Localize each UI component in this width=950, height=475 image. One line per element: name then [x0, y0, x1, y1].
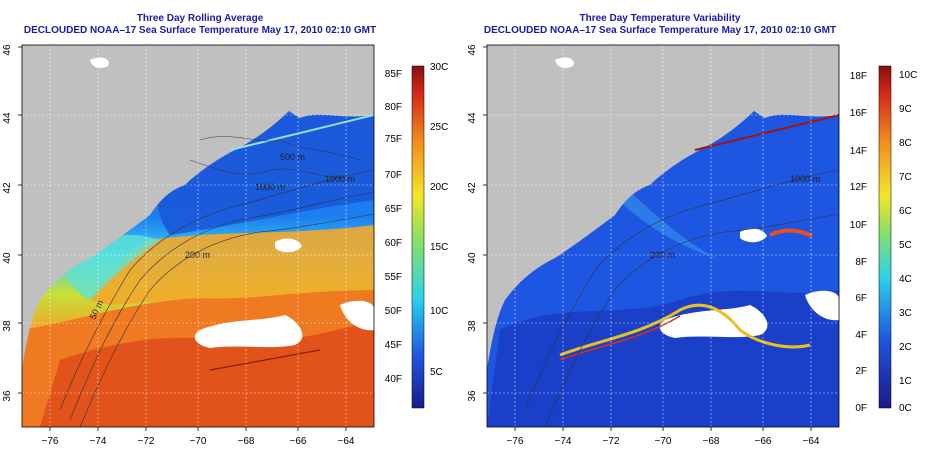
contour-label: 1000 m: [790, 174, 820, 184]
colorbar-c-label: 25C: [430, 122, 448, 133]
colorbar-f-label: 45F: [385, 340, 402, 351]
sst-colorbar: 85F 80F 75F 70F 65F 60F 55F 50F 45F 40F …: [385, 62, 448, 409]
colorbar-f-label: 75F: [385, 134, 402, 145]
colorbar-f-label: 65F: [385, 204, 402, 215]
colorbar-f-label: 50F: [385, 306, 402, 317]
colorbar-c-label: 6C: [899, 206, 912, 217]
lon-tick: −64: [338, 436, 355, 447]
colorbar-f-label: 70F: [385, 170, 402, 181]
colorbar-c-label: 2C: [899, 342, 912, 353]
colorbar-c-label: 20C: [430, 182, 448, 193]
colorbar-c-label: 30C: [430, 62, 448, 73]
colorbar-c-label: 1C: [899, 376, 912, 387]
left-panel-subtitle: DECLOUDED NOAA–17 Sea Surface Temperatur…: [23, 25, 377, 36]
lon-tick: −64: [803, 436, 820, 447]
lon-tick: −74: [90, 436, 107, 447]
lat-tick: 42: [2, 182, 13, 194]
lat-tick: 46: [2, 44, 13, 56]
contour-label: 200 m: [650, 250, 675, 260]
colorbar-c-label: 3C: [899, 308, 912, 319]
lon-tick: −66: [755, 436, 772, 447]
colorbar-c-label: 4C: [899, 274, 912, 285]
colorbar-c-label: 5C: [899, 240, 912, 251]
colorbar-f-label: 55F: [385, 272, 402, 283]
lat-tick: 44: [467, 112, 478, 124]
lat-tick: 44: [2, 112, 13, 124]
colorbar-f-label: 18F: [850, 71, 867, 82]
colorbar-f-label: 80F: [385, 102, 402, 113]
lat-tick: 36: [2, 390, 13, 402]
lon-tick: −74: [555, 436, 572, 447]
lon-tick: −68: [238, 436, 255, 447]
lon-tick: −70: [655, 436, 672, 447]
lon-tick: −66: [290, 436, 307, 447]
lat-tick: 46: [467, 44, 478, 56]
right-panel-title: Three Day Temperature Variability: [579, 13, 741, 24]
colorbar-f-label: 0F: [855, 403, 867, 414]
colorbar-f-label: 2F: [855, 366, 867, 377]
lat-tick: 42: [467, 182, 478, 194]
lon-tick: −76: [507, 436, 524, 447]
lon-tick: −76: [42, 436, 59, 447]
variability-colorbar: 18F 16F 14F 12F 10F 8F 6F 4F 2F 0F 10C 9…: [850, 65, 917, 414]
lat-tick: 40: [2, 252, 13, 264]
lon-tick: −68: [703, 436, 720, 447]
lon-tick: −70: [190, 436, 207, 447]
colorbar-c-label: 7C: [899, 172, 912, 183]
colorbar-f-label: 14F: [850, 146, 867, 157]
colorbar-c-label: 9C: [899, 104, 912, 115]
colorbar-c-label: 10C: [899, 70, 917, 81]
colorbar-c-label: 15C: [430, 242, 448, 253]
left-panel-title: Three Day Rolling Average: [136, 13, 264, 24]
lat-tick: 40: [467, 252, 478, 264]
colorbar-f-label: 12F: [850, 182, 867, 193]
colorbar-f-label: 6F: [855, 293, 867, 304]
contour-label: 1000 m: [325, 174, 355, 184]
lon-tick: −72: [603, 436, 620, 447]
colorbar-c-label: 5C: [430, 367, 443, 378]
colorbar-f-label: 16F: [850, 108, 867, 119]
sst-average-map: 500 m 1000 m 200 m 50 m 1000 m −76 −74 −…: [2, 44, 375, 447]
colorbar-c-label: 8C: [899, 138, 912, 149]
lon-tick: −72: [138, 436, 155, 447]
contour-label: 1000 m: [255, 182, 285, 192]
colorbar-c-label: 0C: [899, 403, 912, 414]
lat-tick: 36: [467, 390, 478, 402]
sst-variability-map: 1000 m 200 m −76 −74 −72 −70 −68 −66 −64…: [467, 44, 840, 447]
contour-label: 200 m: [185, 250, 210, 260]
colorbar-f-label: 60F: [385, 238, 402, 249]
colorbar-f-label: 85F: [385, 69, 402, 80]
contour-label: 500 m: [280, 152, 305, 162]
colorbar-f-label: 8F: [855, 257, 867, 268]
colorbar-c-label: 10C: [430, 306, 448, 317]
colorbar-f-label: 40F: [385, 374, 402, 385]
right-panel-subtitle: DECLOUDED NOAA–17 Sea Surface Temperatur…: [483, 25, 837, 36]
colorbar-f-label: 10F: [850, 220, 867, 231]
lat-tick: 38: [467, 320, 478, 332]
lat-tick: 38: [2, 320, 13, 332]
colorbar-f-label: 4F: [855, 330, 867, 341]
